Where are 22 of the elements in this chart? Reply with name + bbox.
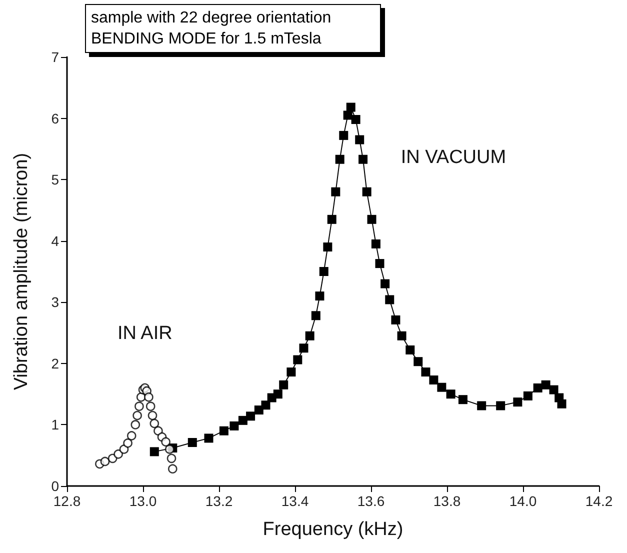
y-tick-label: 5 bbox=[51, 172, 60, 188]
y-tick-label: 1 bbox=[51, 416, 60, 433]
y-tick-label: 4 bbox=[51, 232, 60, 249]
x-tick-label: 14.0 bbox=[509, 493, 537, 509]
text: IN AIR bbox=[117, 322, 172, 344]
x-tick-label: 13.2 bbox=[205, 493, 233, 509]
x-tick-label: 13.4 bbox=[281, 493, 309, 509]
chart-title: sample with 22 degree orientation bbox=[91, 10, 332, 26]
x-tick-label: 13.6 bbox=[357, 493, 385, 509]
series-label: IN VACUUM bbox=[400, 146, 506, 168]
x-tick-label: 12.8 bbox=[53, 493, 81, 509]
y-tick-label: 7 bbox=[51, 49, 60, 65]
x-axis-title: Frequency (kHz) bbox=[262, 519, 404, 540]
x-tick-label: 14.2 bbox=[585, 493, 613, 509]
y-tick-label: 2 bbox=[51, 355, 60, 372]
y-tick-label: 0 bbox=[51, 478, 60, 494]
y-tick-label: 6 bbox=[51, 110, 60, 126]
x-tick-label: 13.8 bbox=[433, 493, 461, 509]
chart-subtitle: BENDING MODE for 1.5 mTesla bbox=[91, 30, 322, 48]
x-tick-label: 13.0 bbox=[129, 493, 157, 509]
y-axis-title: Vibration amplitude (micron) bbox=[11, 152, 32, 390]
y-tick-label: 3 bbox=[51, 294, 60, 310]
